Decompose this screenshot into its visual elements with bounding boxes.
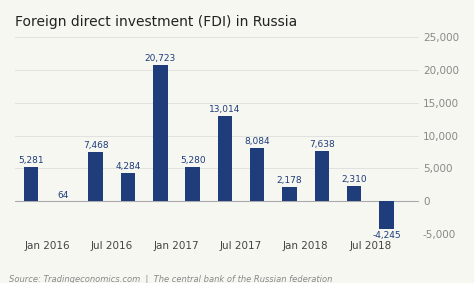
Bar xyxy=(315,151,329,201)
Bar xyxy=(379,201,394,229)
Bar xyxy=(153,65,168,201)
Text: Source: Tradingeconomics.com  |  The central bank of the Russian federation: Source: Tradingeconomics.com | The centr… xyxy=(9,275,333,283)
Text: 7,638: 7,638 xyxy=(309,140,335,149)
Bar xyxy=(250,148,264,201)
Text: 64: 64 xyxy=(58,191,69,200)
Text: 13,014: 13,014 xyxy=(209,105,241,114)
Text: 2,310: 2,310 xyxy=(341,175,367,184)
Bar xyxy=(24,167,38,201)
Text: 20,723: 20,723 xyxy=(145,54,176,63)
Text: 4,284: 4,284 xyxy=(115,162,141,171)
Bar xyxy=(185,167,200,201)
Text: Foreign direct investment (FDI) in Russia: Foreign direct investment (FDI) in Russi… xyxy=(15,15,297,29)
Text: 7,468: 7,468 xyxy=(83,141,109,150)
Bar xyxy=(218,116,232,201)
Bar xyxy=(347,186,361,201)
Bar xyxy=(121,173,135,201)
Text: 2,178: 2,178 xyxy=(277,176,302,185)
Bar xyxy=(282,187,297,201)
Text: -4,245: -4,245 xyxy=(372,231,401,240)
Bar xyxy=(89,152,103,201)
Text: 5,281: 5,281 xyxy=(18,156,44,165)
Text: 8,084: 8,084 xyxy=(245,137,270,146)
Text: 5,280: 5,280 xyxy=(180,156,205,165)
